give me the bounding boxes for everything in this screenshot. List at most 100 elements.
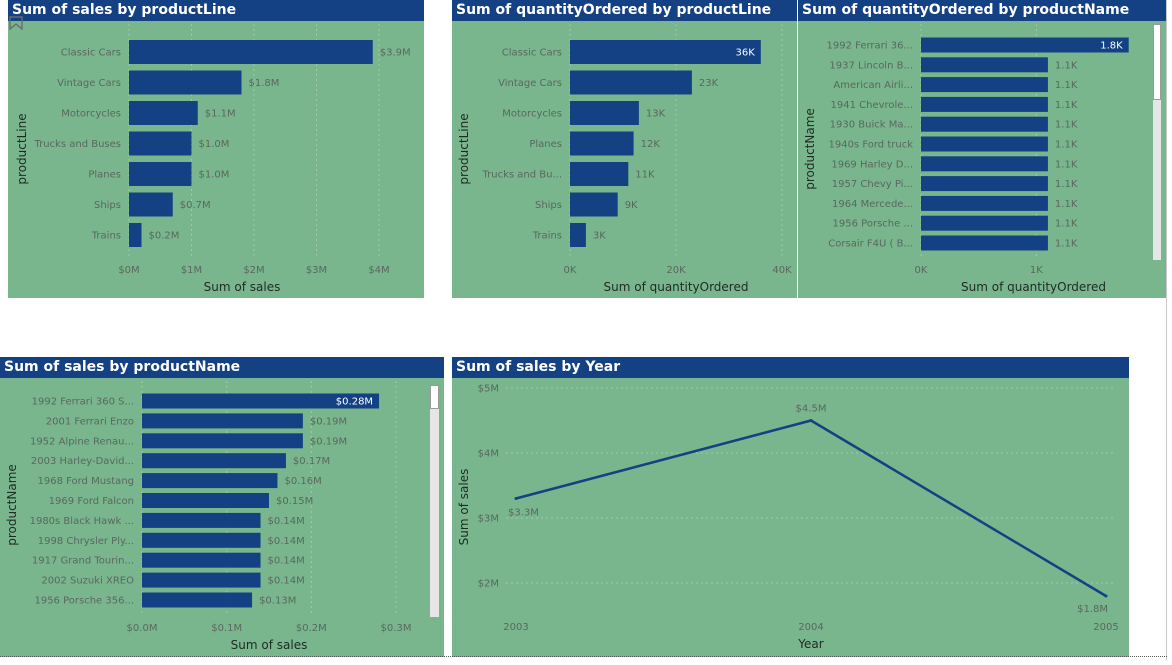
category-label: Trucks and Buses — [33, 139, 121, 150]
bar[interactable] — [921, 235, 1048, 251]
bar[interactable] — [142, 532, 261, 548]
bar[interactable] — [142, 552, 261, 568]
chart-plot[interactable]: $2M $3M $4M $5M $3.3M 2003 $4.5M 2004 $1.8M 2005 Y… — [452, 357, 1129, 657]
chart-panel-quantity-by-productname[interactable]: Sum of quantityOrdered by productName 0K… — [798, 0, 1166, 298]
data-point[interactable] — [514, 497, 518, 500]
bar[interactable] — [570, 131, 634, 156]
bar[interactable] — [142, 512, 261, 528]
bar[interactable] — [129, 101, 198, 125]
chart-scrollbar-thumb[interactable] — [1153, 24, 1161, 100]
bar[interactable] — [129, 70, 242, 95]
category-label: Planes — [529, 139, 562, 150]
bar[interactable] — [129, 40, 373, 64]
y-axis-title: productName — [803, 108, 817, 190]
category-label: 1930 Buick Ma... — [830, 120, 913, 131]
bar[interactable] — [570, 162, 629, 186]
x-axis-title: Sum of quantityOrdered — [961, 280, 1106, 294]
bar[interactable] — [142, 453, 286, 469]
bar[interactable] — [921, 136, 1048, 152]
category-label: 1941 Chevrole... — [831, 100, 914, 111]
bar[interactable] — [921, 57, 1048, 73]
chart-panel-quantity-by-productline[interactable]: Sum of quantityOrdered by productLine 0K… — [452, 0, 797, 298]
bar[interactable] — [921, 156, 1048, 172]
data-label: $4.5M — [796, 404, 827, 415]
category-label: 1952 Alpine Renau... — [30, 436, 134, 447]
series-line[interactable] — [515, 419, 1107, 598]
bar[interactable] — [142, 592, 253, 608]
category-label: 1980s Black Hawk ... — [30, 516, 134, 527]
bar[interactable] — [142, 433, 303, 449]
bar[interactable] — [129, 223, 142, 247]
bar[interactable] — [142, 572, 261, 588]
category-label: 1956 Porsche ... — [833, 219, 913, 230]
category-label: American Airli... — [833, 80, 913, 91]
chart-plot[interactable]: 0K 20K 40K Classic Cars 36K Vintage Cars 23K Mo… — [452, 0, 797, 298]
bar[interactable] — [921, 116, 1048, 132]
data-label: $0.14M — [268, 556, 305, 567]
data-label: 1.1K — [1055, 179, 1078, 190]
chart-plot[interactable]: 0K 1K 1992 Ferrari 36... 1.8K 1937 Lincoln B… — [798, 0, 1166, 298]
y-axis-title: productLine — [15, 113, 29, 184]
data-label: $0.2M — [149, 231, 180, 242]
bar[interactable] — [142, 393, 380, 409]
data-label: $1.0M — [199, 170, 230, 181]
bar[interactable] — [570, 101, 639, 125]
chart-panel-sales-by-productline[interactable]: Sum of sales by productLine $0M $1M $2M $3M… — [8, 0, 424, 298]
category-label: 1968 Ford Mustang — [37, 476, 134, 487]
data-label: $0.17M — [293, 456, 330, 467]
bar[interactable] — [921, 195, 1048, 211]
category-label: Trains — [532, 231, 562, 242]
data-label: 23K — [699, 78, 719, 89]
x-axis-title: Sum of sales — [204, 280, 281, 294]
category-label: Ships — [535, 200, 562, 211]
category-label: Trucks and Bu... — [482, 170, 563, 181]
category-label: 1969 Ford Falcon — [49, 496, 134, 507]
x-tick-label: $3M — [306, 265, 327, 276]
data-label: 13K — [646, 109, 666, 120]
bar[interactable] — [142, 493, 269, 508]
chart-panel-sales-by-productname[interactable]: Sum of sales by productName $0.0M $0.1M $0… — [0, 357, 444, 657]
data-label: 1.1K — [1055, 120, 1078, 131]
bar[interactable] — [921, 37, 1129, 53]
data-point[interactable] — [809, 419, 813, 422]
bar[interactable] — [129, 162, 192, 186]
chart-scrollbar[interactable] — [430, 385, 439, 617]
data-label: $3.3M — [508, 508, 539, 519]
data-label: 1.1K — [1055, 199, 1078, 210]
chart-panel-sales-by-year[interactable]: Sum of sales by Year $2M $3M $4M $5M $3.3M 20… — [452, 357, 1129, 657]
x-tick-label: $0.3M — [381, 623, 412, 634]
bar[interactable] — [921, 77, 1048, 93]
bookmark-icon — [9, 16, 23, 30]
chart-scrollbar[interactable] — [1153, 24, 1161, 260]
category-label: 1964 Mercede... — [832, 199, 913, 210]
category-label: Motorcycles — [61, 109, 121, 120]
data-label: $1.8M — [1077, 604, 1108, 615]
data-label: 9K — [625, 200, 638, 211]
data-label: 1.8K — [1100, 41, 1123, 52]
data-label: 3K — [593, 231, 606, 242]
bar[interactable] — [921, 176, 1048, 192]
data-label: 1.1K — [1055, 140, 1078, 151]
bar[interactable] — [921, 96, 1048, 112]
chart-scrollbar-thumb[interactable] — [430, 385, 439, 409]
category-label: 1992 Ferrari 360 S... — [32, 397, 134, 408]
category-label: Vintage Cars — [57, 78, 121, 89]
chart-plot[interactable]: $0M $1M $2M $3M $4M Classic Cars $3.9M Vintage … — [8, 0, 424, 298]
x-tick-label: 0K — [564, 265, 577, 276]
data-point[interactable] — [1104, 594, 1108, 598]
bar[interactable] — [570, 192, 618, 217]
chart-plot[interactable]: $0.0M $0.1M $0.2M $0.3M 1992 Ferrari 360 S..… — [0, 357, 444, 657]
data-label: $1.8M — [249, 78, 280, 89]
bar[interactable] — [570, 70, 692, 95]
bar[interactable] — [142, 473, 278, 489]
y-tick-label: $2M — [478, 579, 499, 590]
bar[interactable] — [570, 223, 586, 247]
category-label: Motorcycles — [502, 109, 562, 120]
bar[interactable] — [129, 131, 192, 156]
data-label: 11K — [635, 170, 655, 181]
bar[interactable] — [129, 192, 173, 217]
bar[interactable] — [570, 40, 761, 64]
category-label: 1917 Grand Tourin... — [32, 556, 134, 567]
bar[interactable] — [142, 413, 303, 429]
bar[interactable] — [921, 215, 1048, 231]
